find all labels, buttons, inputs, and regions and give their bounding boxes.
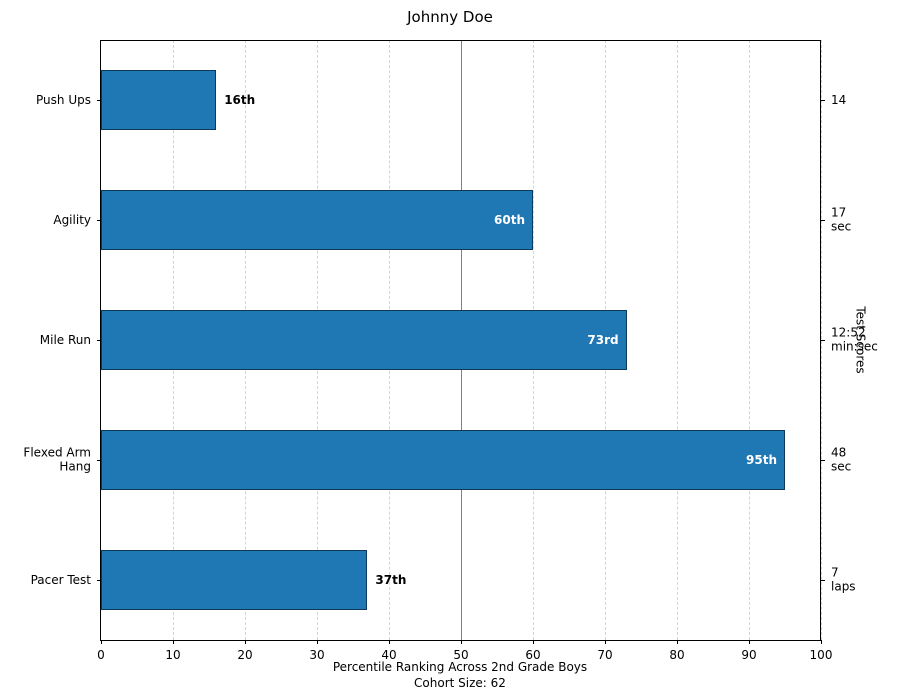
percentile-chart: Johnny Doe 010203040506070809010037thPac… <box>0 0 900 700</box>
x-tick <box>533 640 534 644</box>
y-tick-label: Push Ups <box>36 93 91 107</box>
x-tick <box>461 640 462 644</box>
x-tick <box>101 640 102 644</box>
bar-value-label: 95th <box>746 453 777 467</box>
y-tick <box>97 460 101 461</box>
bar <box>101 190 533 250</box>
right-tick-label: 48 sec <box>831 446 851 475</box>
x-tick <box>821 640 822 644</box>
bar <box>101 70 216 130</box>
gridline <box>749 40 750 640</box>
y-tick-label: Flexed Arm Hang <box>23 446 91 475</box>
y-tick-label: Agility <box>53 213 91 227</box>
y-tick <box>97 100 101 101</box>
x-axis-label-line2: Cohort Size: 62 <box>100 676 820 692</box>
bar-value-label: 16th <box>224 93 255 107</box>
y-tick <box>97 580 101 581</box>
x-tick <box>245 640 246 644</box>
bar <box>101 550 367 610</box>
x-tick <box>605 640 606 644</box>
bar-value-label: 73rd <box>587 333 618 347</box>
x-axis-label-line1: Percentile Ranking Across 2nd Grade Boys <box>100 660 820 676</box>
x-tick <box>677 640 678 644</box>
gridline <box>677 40 678 640</box>
plot-area: 010203040506070809010037thPacer Test7 la… <box>100 40 821 641</box>
right-tick-label: 17 sec <box>831 206 851 235</box>
bar <box>101 310 627 370</box>
right-tick-label: 7 laps <box>831 566 856 595</box>
y-tick-label: Mile Run <box>40 333 91 347</box>
y-tick <box>97 220 101 221</box>
right-tick-label: 14 <box>831 93 846 107</box>
bar <box>101 430 785 490</box>
y-tick <box>97 340 101 341</box>
bar-value-label: 60th <box>494 213 525 227</box>
x-tick <box>173 640 174 644</box>
chart-title: Johnny Doe <box>0 8 900 26</box>
x-tick <box>317 640 318 644</box>
x-tick <box>389 640 390 644</box>
y-tick-label: Pacer Test <box>31 573 91 587</box>
bar-value-label: 37th <box>375 573 406 587</box>
right-y-axis-label: Test Scores <box>853 306 867 373</box>
x-tick <box>749 640 750 644</box>
